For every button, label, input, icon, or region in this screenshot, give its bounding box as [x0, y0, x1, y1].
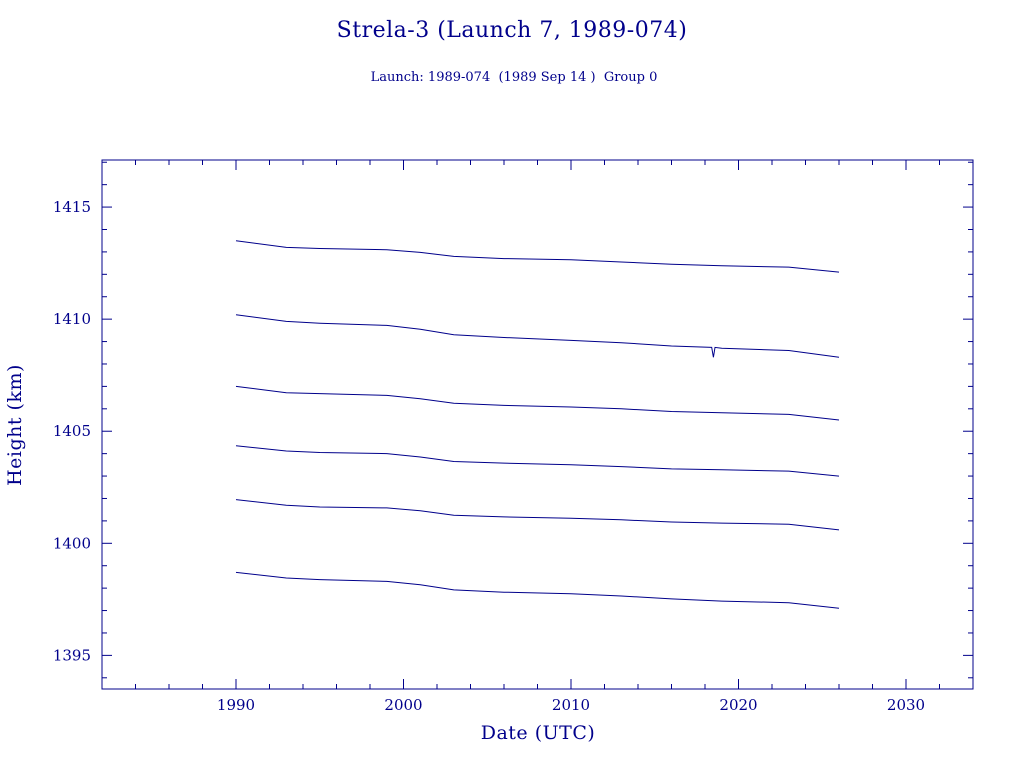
series-group	[235, 240, 840, 609]
series-line-5	[235, 499, 840, 531]
y-axis-label: Height (km)	[4, 364, 26, 486]
chart-subtitle: Launch: 1989-074 (1989 Sep 14 ) Group 0	[371, 70, 658, 85]
y-tick-label: 1405	[53, 422, 91, 440]
y-tick-label: 1400	[53, 534, 91, 552]
x-tick-label: 1990	[217, 696, 255, 714]
x-tick-label: 2000	[384, 696, 422, 714]
x-tick-label: 2030	[887, 696, 925, 714]
series-line-3	[235, 385, 840, 421]
x-axis-label: Date (UTC)	[481, 722, 596, 744]
series-line-1	[235, 240, 840, 273]
series-line-4	[235, 445, 840, 477]
x-tick-label: 2020	[719, 696, 757, 714]
x-tick-label: 2010	[552, 696, 590, 714]
chart-title: Strela-3 (Launch 7, 1989-074)	[337, 18, 688, 43]
y-tick-label: 1410	[53, 310, 91, 328]
y-tick-label: 1415	[53, 198, 91, 216]
series-line-2	[235, 314, 840, 358]
series-line-6	[235, 571, 840, 609]
y-tick-label: 1395	[53, 646, 91, 664]
plot-frame	[101, 159, 974, 690]
tick-labels: 1990 2000 2010 2020 2030 1395 1400 1405 1410 1415	[53, 198, 925, 714]
axis-ticks	[101, 160, 974, 689]
